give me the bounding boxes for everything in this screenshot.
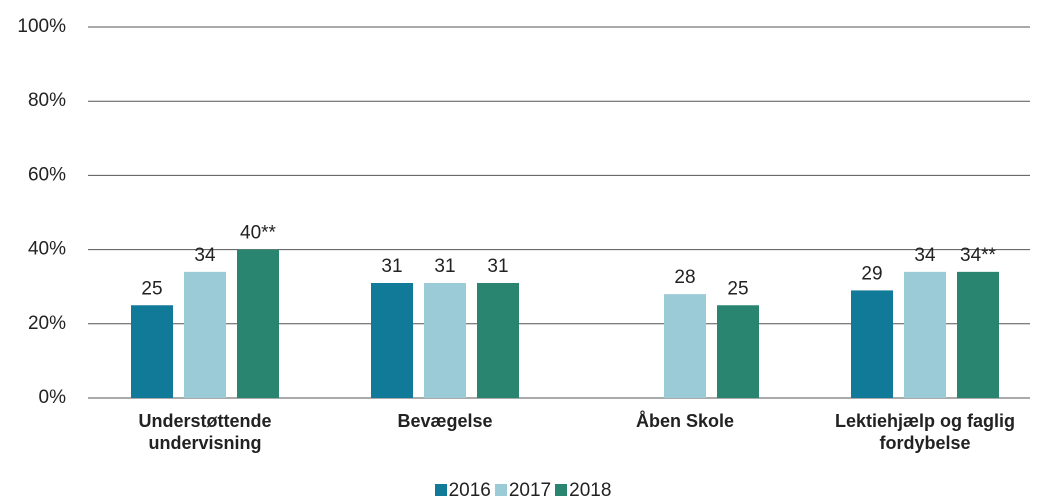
x-tick-label: Lektiehjælp og faglig fordybelse: [834, 411, 1015, 453]
bar: [851, 290, 893, 398]
data-label: 34**: [960, 245, 997, 266]
data-label: 28: [674, 267, 695, 288]
bar: [184, 271, 226, 398]
bar: [424, 282, 466, 398]
data-label: 34: [194, 245, 216, 266]
data-label: 29: [861, 263, 882, 284]
data-label: 31: [381, 256, 402, 277]
legend-item: 2018: [555, 480, 611, 502]
bar: [904, 271, 946, 398]
legend-swatch: [494, 484, 507, 496]
y-tick-label: 20%: [28, 313, 66, 334]
bar: [664, 294, 706, 398]
data-label: 25: [727, 278, 748, 299]
y-tick-label: 40%: [28, 239, 66, 260]
y-tick-label: 80%: [28, 90, 66, 111]
legend-label: 2016: [448, 480, 491, 501]
bar: [717, 305, 759, 398]
x-tick-label: Åben Skole: [635, 411, 735, 431]
data-label: 31: [434, 256, 455, 277]
bar: [477, 282, 519, 398]
data-label: 34: [914, 245, 936, 266]
y-tick-label: 100%: [17, 16, 66, 37]
y-tick-label: 60%: [28, 164, 66, 185]
y-tick-label: 0%: [39, 387, 67, 408]
data-label: 40**: [240, 223, 277, 244]
legend-item: 2016: [434, 480, 491, 502]
data-label: 25: [141, 278, 162, 299]
x-tick-label: Bevægelse: [397, 411, 493, 431]
legend-label: 2018: [569, 480, 612, 501]
bar: [131, 305, 173, 398]
legend-label: 2017: [508, 480, 552, 501]
legend-swatch: [434, 484, 447, 496]
bar: [371, 282, 413, 398]
bar: [957, 271, 999, 398]
legend-swatch: [555, 484, 568, 496]
legend-item: 2017: [494, 480, 552, 502]
bar: [237, 249, 279, 398]
legend: 2016 2017 2018: [0, 480, 1046, 502]
data-label: 31: [487, 256, 508, 277]
x-tick-label: Understøttende undervisning: [138, 411, 272, 453]
